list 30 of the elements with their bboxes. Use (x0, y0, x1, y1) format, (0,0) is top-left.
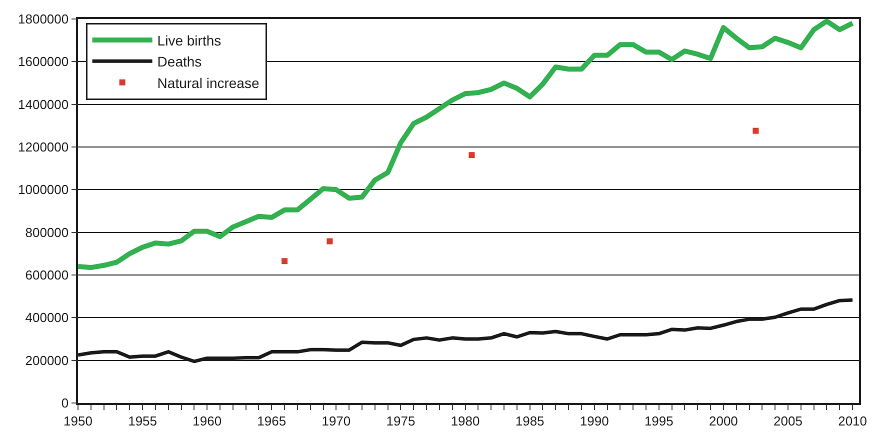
x-tick-label: 1995 (644, 413, 674, 428)
y-tick-label: 200000 (25, 352, 69, 368)
point (752, 128, 759, 134)
point (468, 152, 475, 158)
y-tick-label: 800000 (25, 224, 69, 240)
point (282, 258, 288, 264)
y-tick-label: 1200000 (18, 140, 69, 155)
y-tick-label: 400000 (25, 310, 69, 326)
legend-label: Deaths (157, 54, 202, 70)
x-tick-label: 1980 (450, 413, 480, 428)
y-tick-label: 1600000 (18, 54, 69, 70)
y-tick-label: 1800000 (18, 12, 69, 27)
x-tick-label: 1975 (386, 413, 416, 428)
y-tick-label: 600000 (25, 268, 69, 283)
x-tick-label: 2005 (774, 413, 802, 428)
legend-label: Live births (157, 32, 222, 48)
x-tick-label: 1955 (128, 413, 158, 428)
y-tick-label: 1400000 (18, 96, 69, 112)
x-tick-label: 2000 (708, 413, 738, 428)
x-tick-label: 1965 (257, 413, 286, 428)
legend-label: Natural increase (157, 74, 260, 91)
x-tick-label: 1990 (580, 413, 609, 428)
y-tick-label: 0 (61, 396, 69, 411)
x-tick-label: 2010 (838, 413, 868, 428)
x-tick-label: 1970 (322, 413, 351, 428)
y-tick-label: 1000000 (18, 182, 69, 198)
x-tick-label: 1960 (192, 413, 222, 428)
x-tick-label: 1985 (515, 413, 544, 428)
point (326, 238, 333, 244)
x-tick-label: 1950 (64, 413, 92, 428)
